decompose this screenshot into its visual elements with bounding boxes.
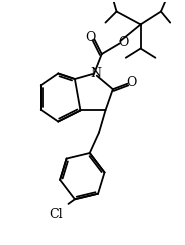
Text: O: O — [85, 31, 95, 44]
Text: N: N — [90, 67, 101, 80]
Text: O: O — [127, 76, 137, 89]
Text: Cl: Cl — [50, 208, 63, 220]
Text: O: O — [118, 36, 129, 49]
